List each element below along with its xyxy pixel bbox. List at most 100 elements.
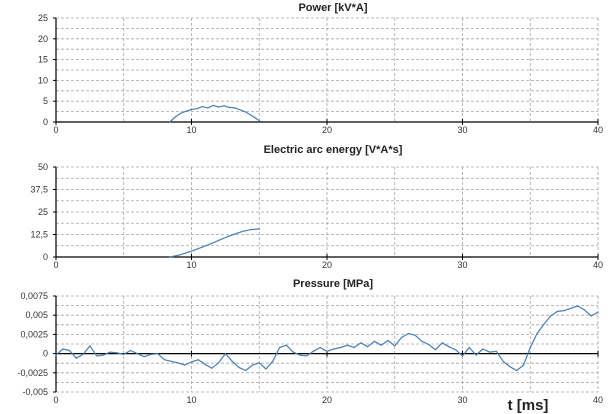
data-point [197, 359, 199, 361]
x-axis-label: t [ms] [508, 397, 549, 414]
x-tick-label: 40 [593, 260, 603, 270]
data-point [279, 346, 281, 349]
data-point [218, 362, 220, 364]
data-point [55, 354, 57, 356]
data-point [502, 360, 504, 362]
y-tick-label: 12,5 [30, 230, 48, 240]
data-point [231, 360, 233, 362]
x-tick-label: 30 [457, 125, 467, 135]
x-tick-label: 30 [457, 260, 467, 270]
x-tick-label: 10 [186, 395, 196, 405]
data-point [157, 353, 159, 355]
data-point [272, 360, 274, 362]
data-point [201, 106, 203, 108]
data-point [475, 354, 477, 356]
data-point [190, 108, 193, 111]
data-point [212, 104, 214, 106]
data-point [387, 339, 389, 342]
chart-2: Electric arc energy [V*A*s] 0 10 20 30 40 0 12,… [30, 144, 603, 270]
data-point [414, 334, 416, 336]
data-point [353, 346, 355, 349]
data-point [434, 349, 436, 351]
x-tick-label: 10 [186, 125, 196, 135]
data-point [239, 109, 241, 111]
data-point [193, 249, 195, 251]
data-point [346, 344, 348, 346]
data-point [455, 349, 457, 351]
data-point [251, 364, 254, 366]
data-point [258, 120, 260, 122]
x-tick-label: 30 [457, 395, 467, 405]
y-tick-label: -0,0025 [17, 368, 48, 378]
data-point [509, 366, 511, 368]
y-tick-label: 15 [38, 55, 48, 65]
data-point [245, 369, 247, 372]
data-point [89, 345, 91, 347]
data-point [360, 342, 362, 344]
data-point [169, 256, 171, 258]
data-point [224, 353, 226, 355]
chart-1: Power [kV*A] 0 10 20 30 40 0 5 10 15 20 25 [38, 2, 603, 135]
y-tick-label: 20 [38, 34, 48, 44]
data-point [184, 364, 186, 366]
y-tick-label: 0,0025 [20, 329, 48, 339]
data-point [428, 343, 430, 345]
y-tick-label: 0,005 [25, 310, 48, 320]
data-point [136, 353, 138, 355]
y-tick-label: 25 [38, 13, 48, 23]
y-tick-label: 0 [43, 252, 48, 262]
data-point [96, 355, 98, 357]
data-point [468, 346, 470, 349]
x-tick-label: 20 [322, 260, 332, 270]
series-line [169, 228, 260, 258]
x-tick-label: 0 [53, 125, 58, 135]
data-point [400, 336, 403, 339]
data-point [226, 236, 228, 238]
data-point [234, 107, 236, 109]
data-point [516, 369, 518, 372]
chart-title: Pressure [MPa] [293, 278, 373, 290]
data-point [82, 353, 84, 355]
x-tick-label: 20 [322, 125, 332, 135]
data-point [250, 114, 252, 116]
data-point [238, 366, 240, 368]
data-point [116, 352, 118, 354]
data-point [180, 112, 182, 114]
x-tick-label: 40 [593, 125, 603, 135]
data-point [407, 333, 409, 335]
data-point [68, 349, 71, 352]
y-tick-label: 0 [43, 349, 48, 359]
data-point [129, 349, 132, 352]
y-tick-label: 0 [43, 117, 48, 127]
data-point [394, 345, 396, 347]
data-point [177, 362, 179, 364]
y-tick-label: 10 [38, 75, 48, 85]
series-line [169, 104, 260, 123]
data-point [441, 342, 443, 344]
data-point [190, 361, 193, 363]
data-point [209, 243, 212, 245]
data-point [326, 350, 328, 352]
data-point [242, 230, 244, 232]
x-tick-label: 0 [53, 260, 58, 270]
data-point [218, 106, 220, 108]
data-point [185, 110, 187, 112]
data-point [123, 353, 125, 355]
data-point [543, 323, 545, 325]
data-point [340, 346, 342, 349]
data-point [590, 315, 592, 317]
data-point [421, 340, 423, 342]
data-point [380, 344, 382, 346]
data-point [102, 354, 104, 356]
data-point [577, 305, 579, 307]
x-tick-label: 0 [53, 395, 58, 405]
data-point [299, 354, 301, 356]
data-point [312, 350, 314, 352]
data-point [319, 346, 321, 349]
data-point [306, 355, 308, 357]
data-point [550, 315, 552, 317]
data-point [196, 108, 198, 110]
data-point [211, 367, 213, 369]
data-point [255, 118, 258, 120]
x-tick-label: 20 [322, 395, 332, 405]
